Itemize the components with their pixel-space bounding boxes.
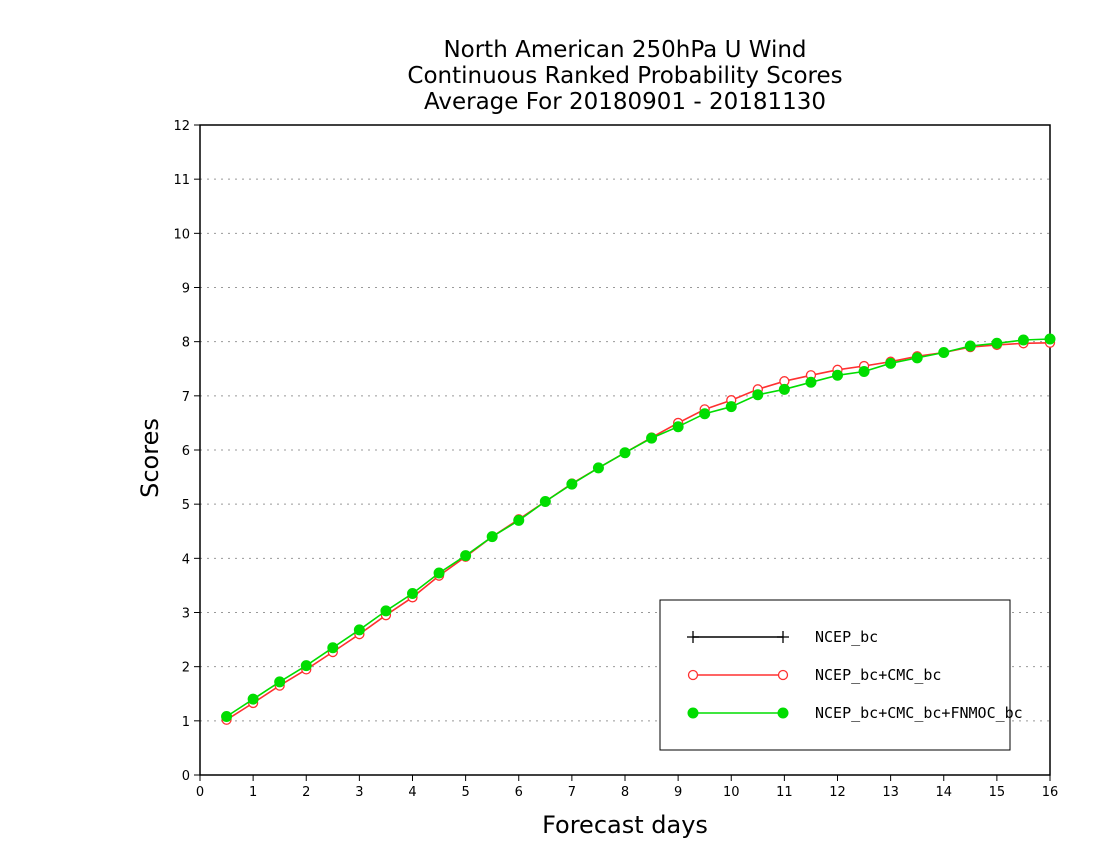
x-tick-label: 7 xyxy=(568,785,576,800)
chart-title-line-3: Average For 20180901 - 20181130 xyxy=(423,89,827,115)
legend-marker-1 xyxy=(777,669,789,681)
data-point-s2 xyxy=(778,383,790,395)
x-tick-label: 10 xyxy=(723,785,740,800)
legend-label-2: NCEP_bc+CMC_bc+FNMOC_bc xyxy=(815,704,1023,722)
data-point-s2 xyxy=(327,642,339,654)
x-axis-label: Forecast days xyxy=(542,811,708,839)
data-point-s2 xyxy=(221,711,233,722)
legend-marker-0 xyxy=(687,631,699,643)
x-tick-label: 6 xyxy=(515,785,523,800)
legend-marker-0 xyxy=(777,631,789,643)
data-point-s2 xyxy=(832,369,843,381)
legend-marker-2 xyxy=(777,707,789,719)
data-point-s2 xyxy=(300,660,312,672)
data-point-s2 xyxy=(407,588,418,600)
x-tick-label: 9 xyxy=(674,785,682,800)
legend-label-0: NCEP_bc xyxy=(815,628,878,646)
data-point-s2 xyxy=(539,495,551,507)
y-tick-label: 2 xyxy=(182,661,190,676)
y-tick-label: 9 xyxy=(182,282,190,297)
chart-title-line-2: Continuous Ranked Probability Scores xyxy=(407,63,843,89)
y-tick-label: 7 xyxy=(182,390,190,405)
y-tick-label: 0 xyxy=(182,769,190,784)
y-tick-label: 8 xyxy=(182,336,190,351)
data-point-s2 xyxy=(964,340,976,352)
data-point-s2 xyxy=(646,432,658,444)
data-point-s2 xyxy=(274,676,286,688)
y-tick-label: 1 xyxy=(182,715,190,730)
data-point-s2 xyxy=(938,347,950,358)
x-tick-label: 11 xyxy=(776,785,793,800)
x-tick-label: 1 xyxy=(249,785,257,800)
data-point-s2 xyxy=(592,462,604,474)
legend-marker-2 xyxy=(687,707,699,719)
data-point-s2 xyxy=(1044,333,1056,345)
y-tick-label: 10 xyxy=(173,227,190,242)
x-tick-label: 14 xyxy=(935,785,952,800)
x-tick-label: 12 xyxy=(829,785,846,800)
legend: NCEP_bc NCEP_bc+CMC_bc NCEP_bc+CMC_bc+FNMO… xyxy=(659,599,1023,751)
data-point-s2 xyxy=(566,478,578,490)
x-tick-label: 8 xyxy=(621,785,629,800)
y-tick-label: 4 xyxy=(182,552,190,567)
legend-marker-1 xyxy=(687,669,699,681)
legend-label-1: NCEP_bc+CMC_bc xyxy=(815,666,941,684)
data-point-s2 xyxy=(247,693,259,705)
y-tick-label: 12 xyxy=(173,119,190,134)
y-tick-label: 11 xyxy=(173,173,190,188)
data-point-s2 xyxy=(619,447,631,459)
x-tick-label: 4 xyxy=(408,785,416,800)
data-point-s2 xyxy=(433,567,445,579)
x-tick-label: 0 xyxy=(196,785,204,800)
series-group xyxy=(221,333,1056,725)
data-point-s2 xyxy=(991,337,1003,349)
x-tick-label: 5 xyxy=(461,785,469,800)
data-point-s2 xyxy=(725,401,737,413)
data-point-s2 xyxy=(380,605,392,617)
y-axis-label: Scores xyxy=(136,418,164,498)
x-axis-ticks: 0 1 2 3 4 5 6 7 8 9 10 11 12 13 14 15 16 xyxy=(196,775,1058,800)
x-tick-label: 3 xyxy=(355,785,363,800)
data-point-s2 xyxy=(911,352,923,364)
data-point-s2 xyxy=(1017,334,1029,346)
chart-title-line-1: North American 250hPa U Wind xyxy=(443,37,807,63)
data-point-s2 xyxy=(699,408,711,420)
data-point-s2 xyxy=(885,357,897,369)
data-point-s2 xyxy=(672,421,684,433)
data-point-s2 xyxy=(460,550,472,562)
y-tick-label: 5 xyxy=(182,498,190,513)
data-point-s2 xyxy=(353,624,365,636)
data-point-s2 xyxy=(513,514,525,526)
data-point-s2 xyxy=(858,365,870,377)
x-tick-label: 15 xyxy=(989,785,1006,800)
x-tick-label: 2 xyxy=(302,785,310,800)
x-tick-label: 13 xyxy=(882,785,899,800)
y-tick-label: 6 xyxy=(182,444,190,459)
data-point-s2 xyxy=(752,389,764,401)
x-tick-label: 16 xyxy=(1042,785,1059,800)
y-tick-label: 3 xyxy=(182,607,190,622)
data-point-s2 xyxy=(486,531,498,543)
data-point-s2 xyxy=(805,376,817,388)
